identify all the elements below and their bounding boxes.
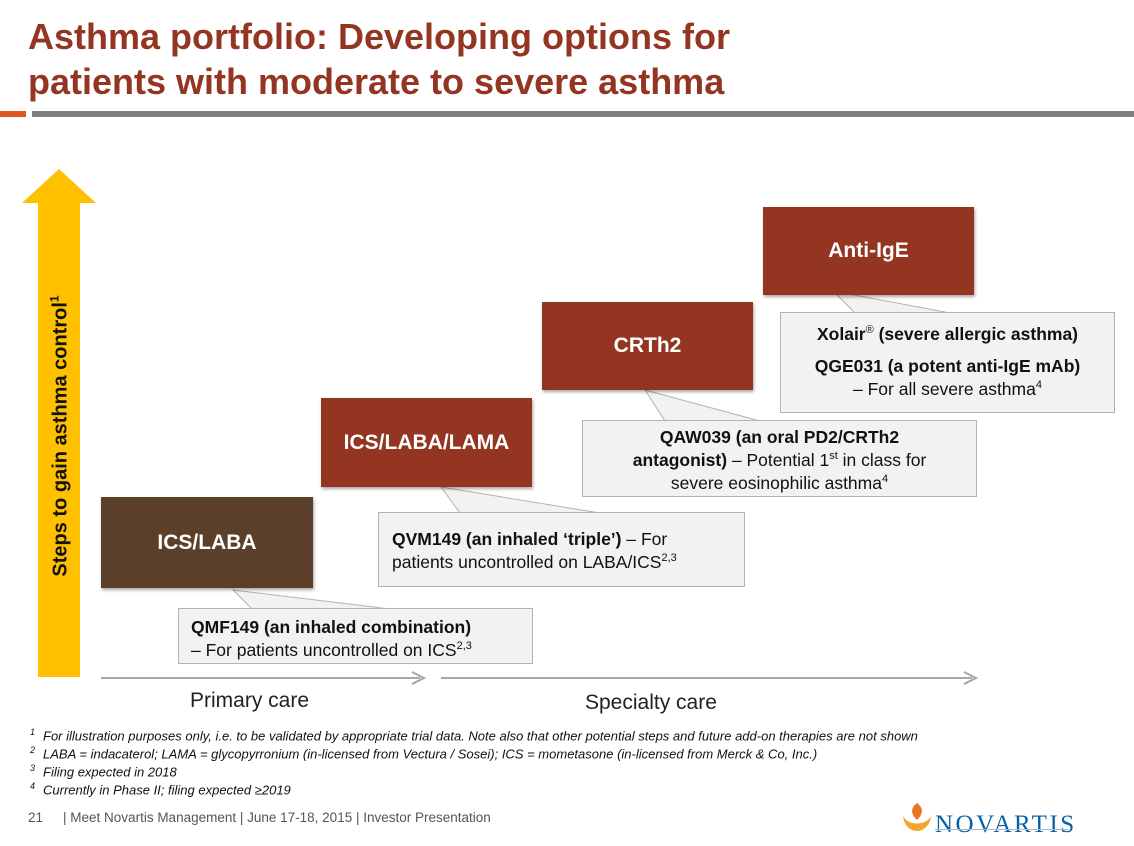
care-arrows: [101, 671, 979, 685]
footer-text: | Meet Novartis Management | June 17-18,…: [63, 810, 491, 825]
tier-anti-ige: Anti-IgE: [763, 207, 974, 295]
primary-care-arrowhead: [411, 671, 427, 685]
footnote-1: 1 For illustration purposes only, i.e. to…: [30, 727, 918, 744]
footnote-2: 2 LABA = indacaterol; LAMA = glycopyrroni…: [30, 745, 818, 762]
specialty-care-arrowhead: [963, 671, 979, 685]
primary-care-label: Primary care: [190, 689, 310, 712]
callout-qmf149: QMF149 (an inhaled combination) – For pa…: [178, 608, 533, 664]
callout-xolair: Xolair® (severe allergic asthma) QGE031 …: [780, 312, 1115, 413]
tier-crth2: CRTh2: [542, 302, 753, 390]
steps-arrow-shape: [22, 169, 96, 677]
tier-ics-laba-lama: ICS/LABA/LAMA: [321, 398, 532, 487]
novartis-underline: [935, 829, 1068, 830]
tier-ics-laba: ICS/LABA: [101, 497, 313, 588]
title-rule-accent: [0, 111, 26, 117]
page-number: 21: [28, 810, 44, 825]
steps-arrow: [22, 169, 96, 677]
title-line-1: Asthma portfolio: Developing options for: [28, 16, 730, 57]
novartis-flame-icon: [903, 803, 931, 831]
specialty-care-label: Specialty care: [585, 691, 717, 714]
qvm149-pointer: [439, 486, 601, 514]
footnote-3: 3 Filing expected in 2018: [30, 763, 177, 780]
footnote-4: 4 Currently in Phase II; filing expected …: [30, 781, 291, 798]
page-title: Asthma portfolio: Developing options for…: [28, 14, 1028, 104]
qmf149-pointer: [231, 589, 391, 610]
novartis-wordmark: NOVARTIS: [935, 811, 1077, 838]
callout-qaw039: QAW039 (an oral PD2/CRTh2 antagonist) – …: [582, 420, 977, 497]
title-line-2: patients with moderate to severe asthma: [28, 61, 725, 102]
footer: 21 | Meet Novartis Management | June 17-1…: [28, 810, 491, 825]
title-rule: [32, 111, 1134, 117]
qaw039-pointer: [643, 389, 761, 422]
callout-qvm149: QVM149 (an inhaled ‘triple’) – For patie…: [378, 512, 745, 587]
